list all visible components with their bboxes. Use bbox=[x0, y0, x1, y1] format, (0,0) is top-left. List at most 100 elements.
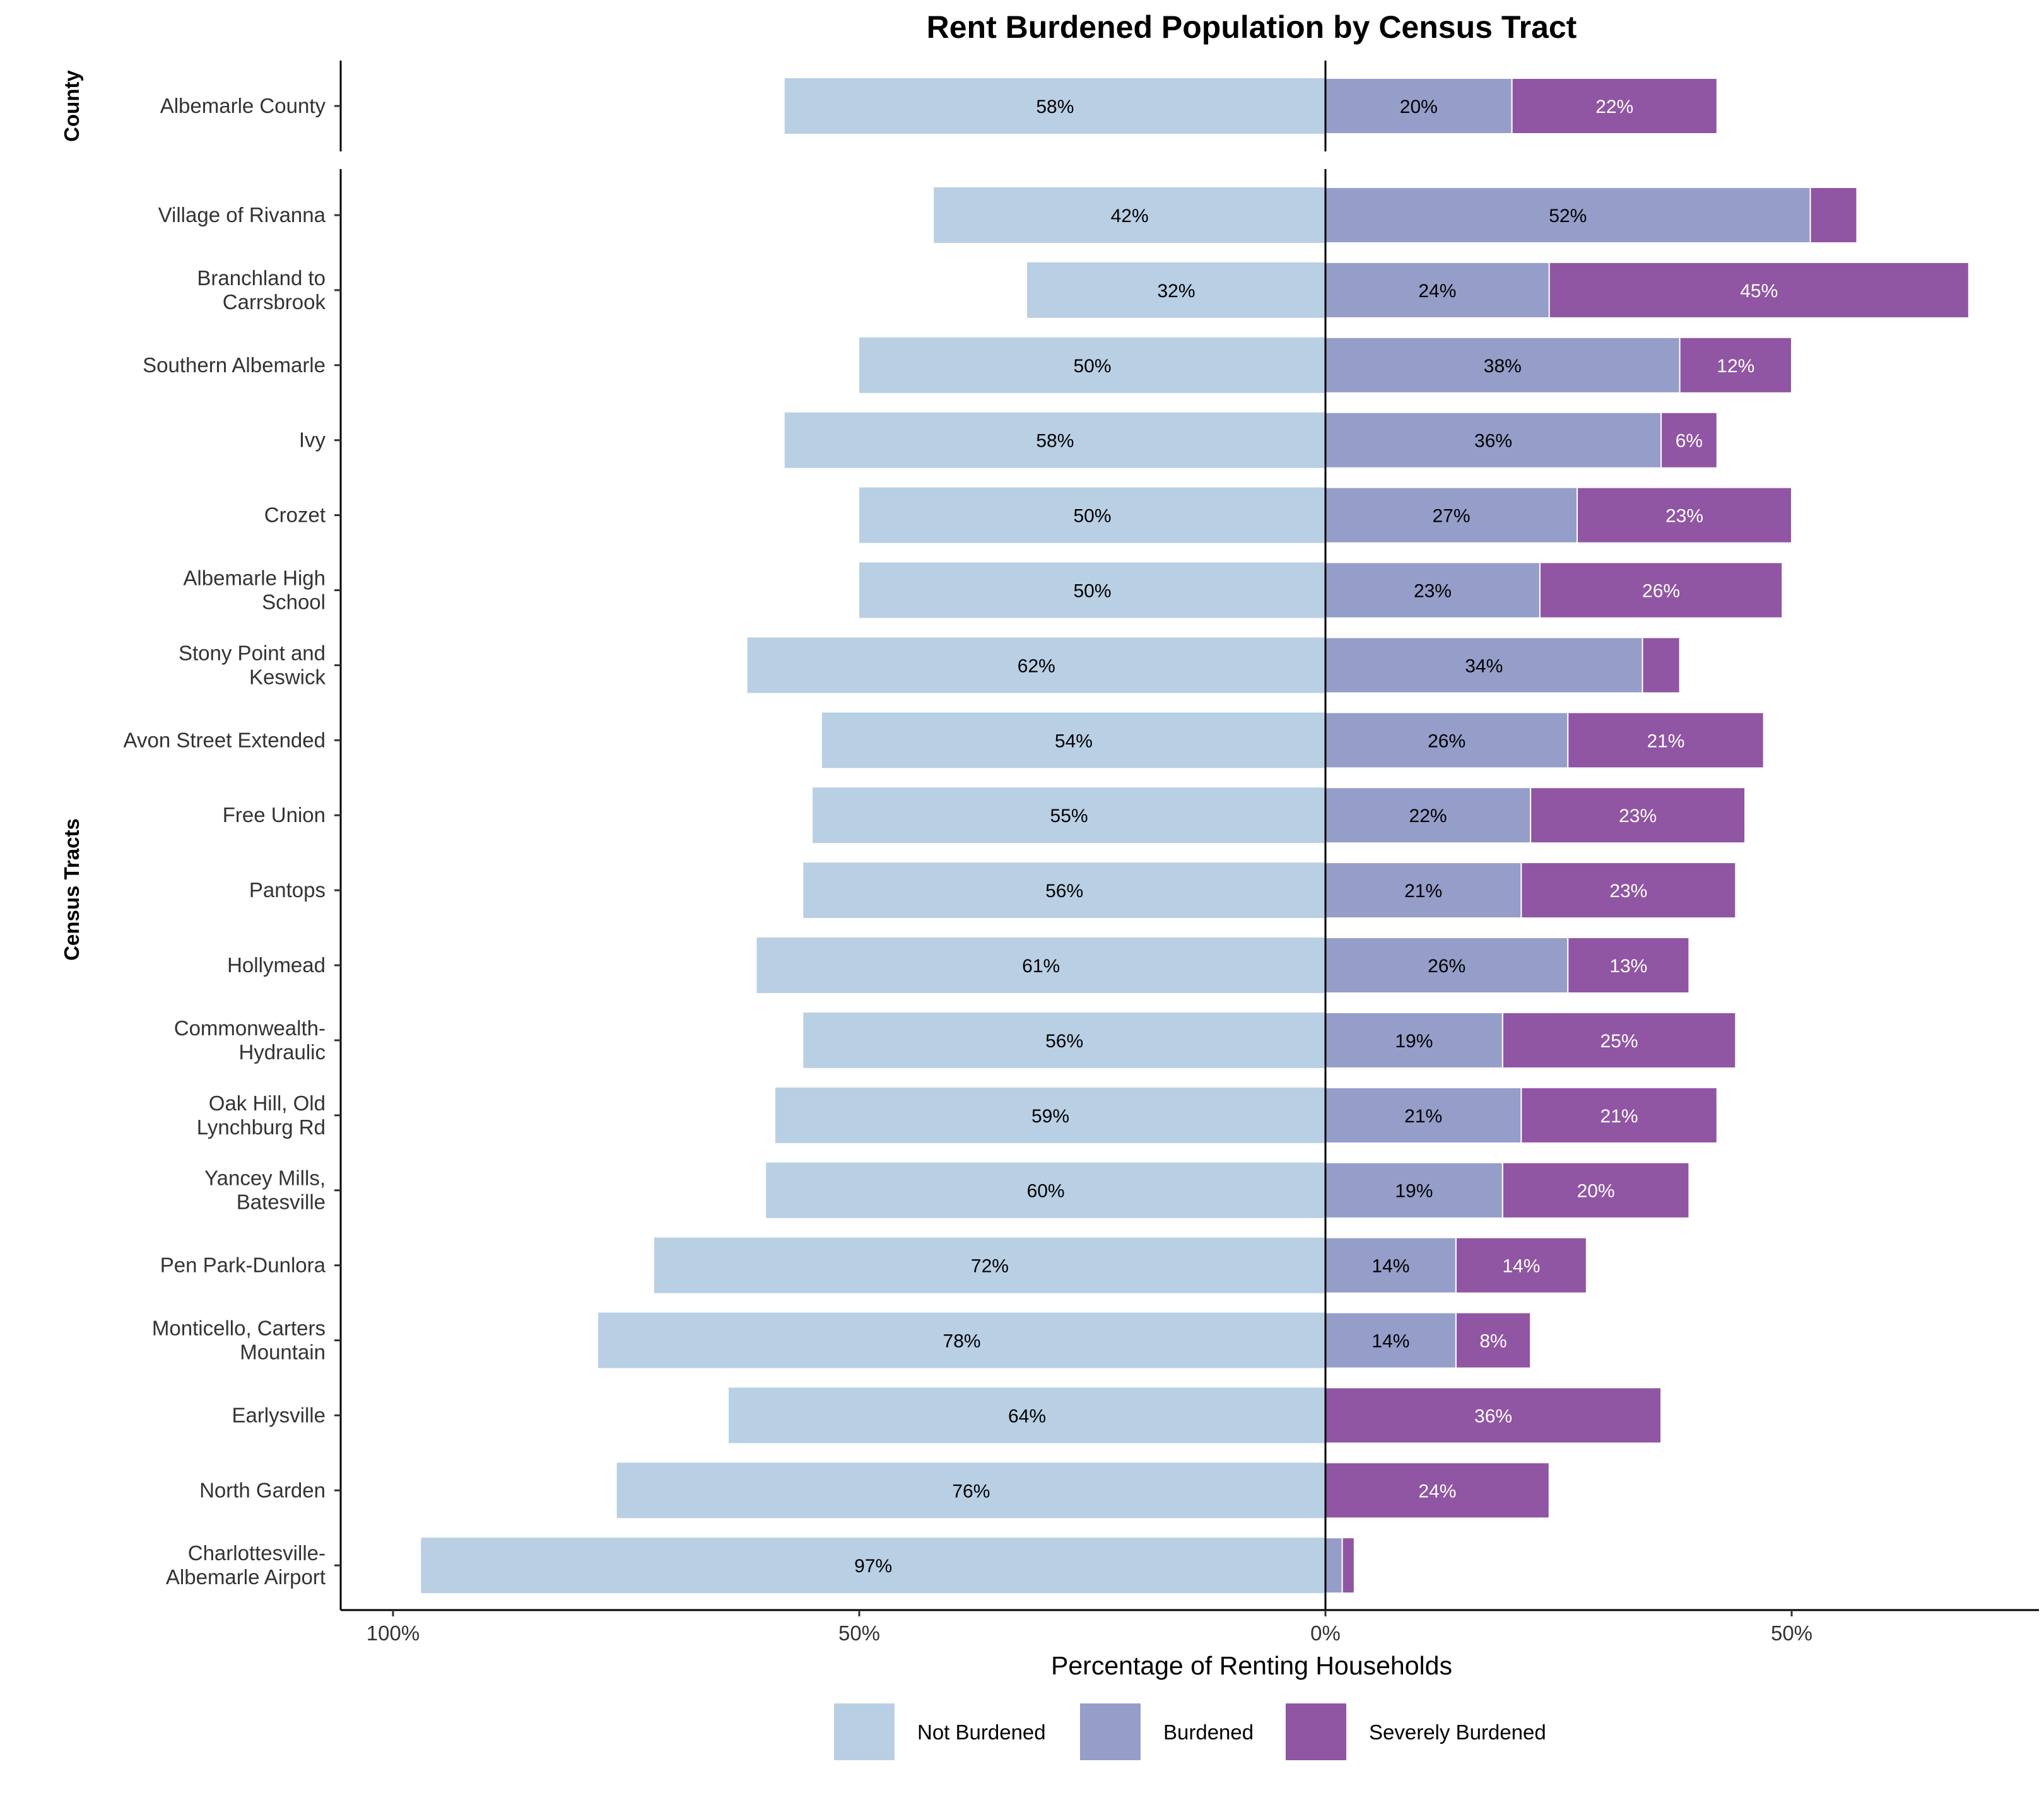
data-label-severely-burdened: 13% bbox=[1609, 956, 1647, 977]
bar-severely-burdened bbox=[1520, 1086, 1718, 1144]
bar-severely-burdened bbox=[1539, 562, 1783, 619]
bar-severely-burdened bbox=[1520, 862, 1737, 919]
bar-severely-burdened bbox=[1548, 261, 1970, 319]
row-label: Stony Point and Keswick bbox=[179, 641, 326, 688]
row-label: Oak Hill, Old Lynchburg Rd bbox=[197, 1091, 326, 1139]
data-label-burdened: 20% bbox=[1400, 97, 1438, 117]
bar-not-burdened bbox=[784, 412, 1325, 468]
data-label-severely-burdened: 21% bbox=[1601, 1106, 1638, 1127]
bar-row: 55% 22% 23% Free Union bbox=[223, 787, 1746, 844]
row-label-line: Yancey Mills, bbox=[204, 1167, 326, 1190]
bar-severely-burdened bbox=[1325, 1462, 1550, 1519]
bar-burdened bbox=[1325, 712, 1569, 769]
bar-severely-burdened bbox=[1501, 1011, 1737, 1069]
bar-row: 32% 24% 45% Branchland to Carrsbrook bbox=[197, 261, 1970, 319]
legend-item: Burdened bbox=[1080, 1703, 1254, 1760]
bar-row: 42% 52% Village of Rivanna bbox=[158, 187, 1858, 244]
bar-burdened bbox=[1325, 937, 1569, 994]
legend-swatch bbox=[1080, 1703, 1141, 1760]
bar-burdened bbox=[1325, 787, 1532, 844]
x-axis-title: Percentage of Renting Households bbox=[1051, 1651, 1452, 1680]
data-label-severely-burdened: 24% bbox=[1418, 1481, 1456, 1502]
bar-not-burdened bbox=[421, 1538, 1325, 1594]
bar-severely-burdened bbox=[1325, 1387, 1662, 1444]
row-label: Crozet bbox=[264, 503, 326, 527]
row-label-line: Carrsbrook bbox=[223, 290, 326, 314]
bar-severely-burdened bbox=[1660, 411, 1718, 469]
bar-not-burdened bbox=[1027, 262, 1325, 318]
data-label-not-burdened: 64% bbox=[1008, 1406, 1046, 1426]
legend-label: Severely Burdened bbox=[1369, 1720, 1546, 1744]
row-label-line: Ivy bbox=[299, 428, 326, 452]
row-label: Albemarle County bbox=[160, 94, 326, 117]
bar-burdened bbox=[1325, 411, 1662, 469]
row-label-line: Branchland to bbox=[197, 266, 326, 290]
row-label-line: Free Union bbox=[223, 803, 326, 826]
bar-not-burdened bbox=[803, 862, 1325, 919]
bar-not-burdened bbox=[747, 637, 1325, 693]
bar-not-burdened bbox=[934, 187, 1325, 243]
bar-row: 56% 19% 25% Commonwealth-Hydraulic bbox=[174, 1011, 1737, 1069]
bar-row: 97% Charlottesville-Albemarle Airport bbox=[166, 1537, 1355, 1594]
data-label-burdened: 23% bbox=[1414, 581, 1452, 602]
bar-burdened bbox=[1325, 862, 1522, 919]
bar-severely-burdened bbox=[1809, 187, 1858, 244]
row-label: Commonwealth-Hydraulic bbox=[174, 1016, 326, 1064]
bar-severely-burdened bbox=[1577, 486, 1793, 544]
bar-severely-burdened bbox=[1567, 937, 1690, 994]
data-label-burdened: 36% bbox=[1474, 431, 1512, 452]
row-label: North Garden bbox=[199, 1478, 326, 1502]
x-tick-label: 50% bbox=[1771, 1621, 1812, 1645]
row-label-line: Pantops bbox=[249, 878, 326, 902]
data-label-not-burdened: 42% bbox=[1111, 206, 1149, 226]
bar-not-burdened bbox=[859, 562, 1325, 618]
data-label-not-burdened: 97% bbox=[854, 1556, 892, 1577]
legend-item: Not Burdened bbox=[834, 1703, 1046, 1760]
bar-row: 62% 34% Stony Point and Keswick bbox=[179, 637, 1681, 694]
data-label-not-burdened: 58% bbox=[1036, 431, 1074, 452]
bar-not-burdened bbox=[598, 1312, 1326, 1368]
data-label-not-burdened: 56% bbox=[1045, 881, 1083, 902]
bar-severely-burdened bbox=[1679, 336, 1792, 394]
row-label: Avon Street Extended bbox=[124, 728, 326, 751]
data-label-severely-burdened: 12% bbox=[1717, 356, 1754, 377]
row-label-line: Hollymead bbox=[227, 953, 326, 977]
bar-not-burdened bbox=[803, 1012, 1325, 1068]
row-label-line: Stony Point and bbox=[179, 641, 326, 664]
bar-row: 54% 26% 21% Avon Street Extended bbox=[124, 712, 1765, 769]
panel-census-tracts: Census Tracts 42% 52% Village of Rivanna 32%… bbox=[60, 169, 1970, 1610]
data-label-burdened: 34% bbox=[1465, 656, 1503, 676]
bar-not-burdened bbox=[813, 787, 1325, 844]
bar-row: 58% 20% 22% Albemarle County bbox=[160, 78, 1718, 134]
row-label-line: Albemarle County bbox=[160, 94, 326, 117]
data-label-severely-burdened: 20% bbox=[1577, 1181, 1615, 1202]
data-label-severely-burdened: 25% bbox=[1601, 1031, 1638, 1052]
data-label-burdened: 14% bbox=[1371, 1256, 1409, 1277]
plot-area: County 58% 20% 22% Albemarle County Census Tr… bbox=[60, 61, 1970, 1610]
row-label-line: Oak Hill, Old bbox=[209, 1091, 326, 1115]
row-label: Hollymead bbox=[227, 953, 326, 977]
legend: Not Burdened Burdened Severely Burdened bbox=[834, 1703, 1546, 1760]
x-tick-label: 100% bbox=[367, 1621, 420, 1645]
bar-row: 58% 36% 6% Ivy bbox=[299, 411, 1718, 469]
row-label-line: Avon Street Extended bbox=[124, 728, 326, 751]
row-label-line: Crozet bbox=[264, 503, 326, 527]
bar-severely-burdened bbox=[1567, 712, 1765, 769]
row-label-line: Albemarle High bbox=[183, 567, 326, 590]
row-label-line: Earlysville bbox=[232, 1403, 326, 1426]
data-label-burdened: 22% bbox=[1409, 806, 1447, 826]
bar-severely-burdened bbox=[1642, 637, 1681, 694]
data-label-not-burdened: 61% bbox=[1022, 956, 1060, 977]
row-label-line: School bbox=[262, 591, 326, 614]
data-label-not-burdened: 76% bbox=[952, 1481, 990, 1502]
x-tick-label: 50% bbox=[838, 1621, 880, 1645]
bar-severely-burdened bbox=[1501, 1161, 1690, 1219]
row-label-line: Hydraulic bbox=[238, 1040, 326, 1064]
row-label: Village of Rivanna bbox=[158, 203, 326, 226]
data-label-not-burdened: 54% bbox=[1055, 731, 1093, 751]
data-label-not-burdened: 32% bbox=[1157, 281, 1195, 302]
data-label-burdened: 52% bbox=[1549, 206, 1587, 226]
bar-burdened bbox=[1325, 1537, 1343, 1594]
bar-row: 56% 21% 23% Pantops bbox=[249, 862, 1737, 919]
bar-severely-burdened bbox=[1530, 787, 1746, 844]
